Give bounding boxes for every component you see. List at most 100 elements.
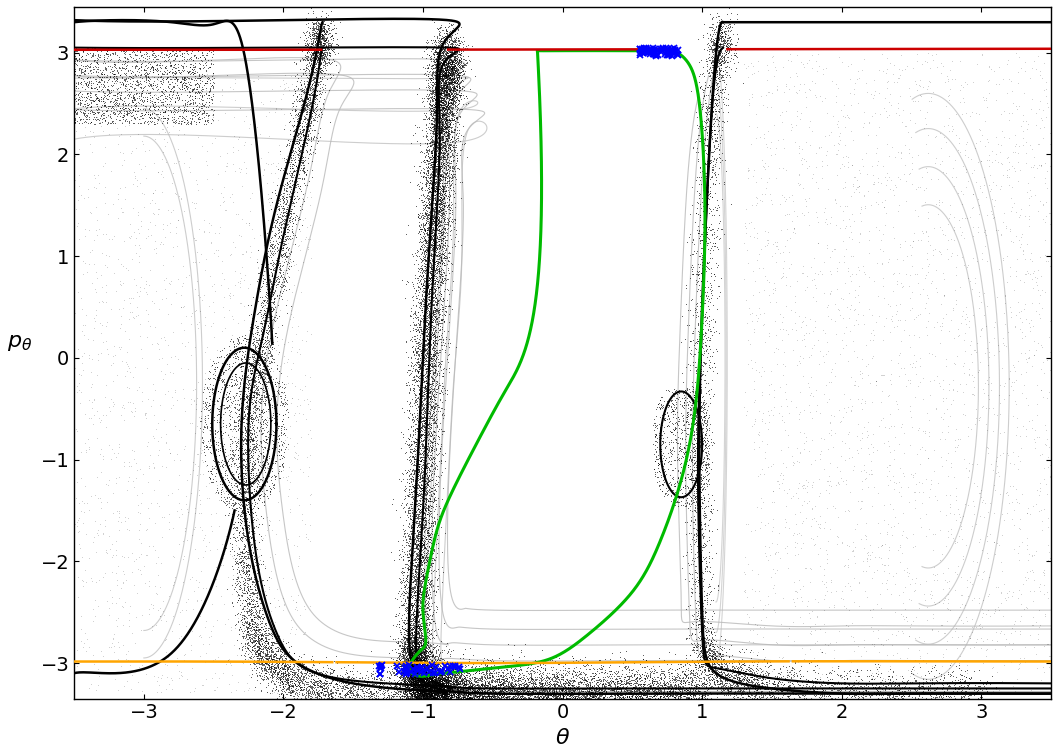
Point xyxy=(325,42,342,54)
Point xyxy=(406,682,423,694)
Point xyxy=(975,287,992,299)
Point xyxy=(123,71,140,83)
Point xyxy=(413,674,430,686)
Point xyxy=(433,37,450,49)
Point xyxy=(399,636,416,649)
Point xyxy=(435,680,452,692)
Point xyxy=(473,679,490,691)
Point xyxy=(267,217,284,230)
Point xyxy=(661,415,678,427)
Point xyxy=(316,49,333,61)
Point xyxy=(426,677,443,689)
Point xyxy=(425,666,442,678)
Point xyxy=(127,405,144,417)
Point xyxy=(759,176,776,188)
Point xyxy=(425,62,442,74)
Point xyxy=(562,683,579,695)
Point xyxy=(414,670,431,683)
Point xyxy=(316,43,333,55)
Point xyxy=(430,688,446,700)
Point xyxy=(149,97,166,109)
Point xyxy=(409,683,426,695)
Point xyxy=(771,663,788,675)
Point xyxy=(423,453,440,465)
Point xyxy=(274,676,291,688)
Point xyxy=(664,683,681,695)
Point xyxy=(445,76,462,88)
Point xyxy=(692,574,709,586)
Point xyxy=(534,667,551,679)
Point xyxy=(675,667,692,680)
Point xyxy=(695,551,712,563)
Point xyxy=(416,538,433,550)
Point xyxy=(460,663,477,675)
Point xyxy=(552,688,569,700)
Point xyxy=(759,274,776,286)
Point xyxy=(205,387,222,399)
Point xyxy=(414,667,431,680)
Point xyxy=(414,671,431,683)
Point xyxy=(613,684,630,696)
Point xyxy=(435,677,452,689)
Point xyxy=(562,686,579,698)
Point xyxy=(404,250,421,262)
Point xyxy=(669,490,686,502)
Point xyxy=(368,673,385,686)
Point xyxy=(434,671,451,683)
Point xyxy=(435,683,452,695)
Point xyxy=(428,313,445,325)
Point xyxy=(412,315,428,327)
Point xyxy=(285,311,302,323)
Point xyxy=(310,29,327,41)
Point xyxy=(433,122,450,134)
Point xyxy=(267,247,284,259)
Point xyxy=(182,72,199,84)
Point xyxy=(692,492,709,504)
Point xyxy=(407,643,424,655)
Point xyxy=(405,526,422,538)
Point xyxy=(366,692,383,704)
Point xyxy=(261,347,278,359)
Point xyxy=(77,310,94,322)
Point xyxy=(253,482,270,494)
Point xyxy=(427,115,444,127)
Point xyxy=(196,381,213,393)
Point xyxy=(75,107,92,119)
Point xyxy=(294,94,311,106)
Point xyxy=(542,654,559,666)
Point xyxy=(881,660,898,672)
Point xyxy=(618,683,635,695)
Point xyxy=(412,352,428,364)
Point xyxy=(441,118,458,130)
Point xyxy=(852,434,869,446)
Point xyxy=(304,97,321,109)
Point xyxy=(1036,564,1053,576)
Point xyxy=(704,124,720,136)
Point xyxy=(435,137,452,149)
Point xyxy=(198,87,215,99)
Point xyxy=(1009,449,1026,461)
Point xyxy=(680,684,697,696)
Point xyxy=(412,661,428,673)
Point xyxy=(403,599,420,611)
Point xyxy=(628,688,645,700)
Point xyxy=(195,443,212,455)
Point xyxy=(803,371,820,383)
Point xyxy=(306,47,323,59)
Point xyxy=(424,214,441,226)
Point xyxy=(656,686,673,698)
Point xyxy=(391,671,408,683)
Point xyxy=(696,439,713,451)
Point xyxy=(426,173,443,185)
Point xyxy=(248,485,264,498)
Point xyxy=(674,690,691,702)
Point xyxy=(438,250,455,262)
Point xyxy=(423,204,440,216)
Point xyxy=(249,559,266,571)
Point xyxy=(437,67,454,79)
Point xyxy=(825,410,842,422)
Point xyxy=(435,146,452,159)
Point xyxy=(234,380,251,392)
Point xyxy=(432,127,449,139)
Point xyxy=(411,668,427,680)
